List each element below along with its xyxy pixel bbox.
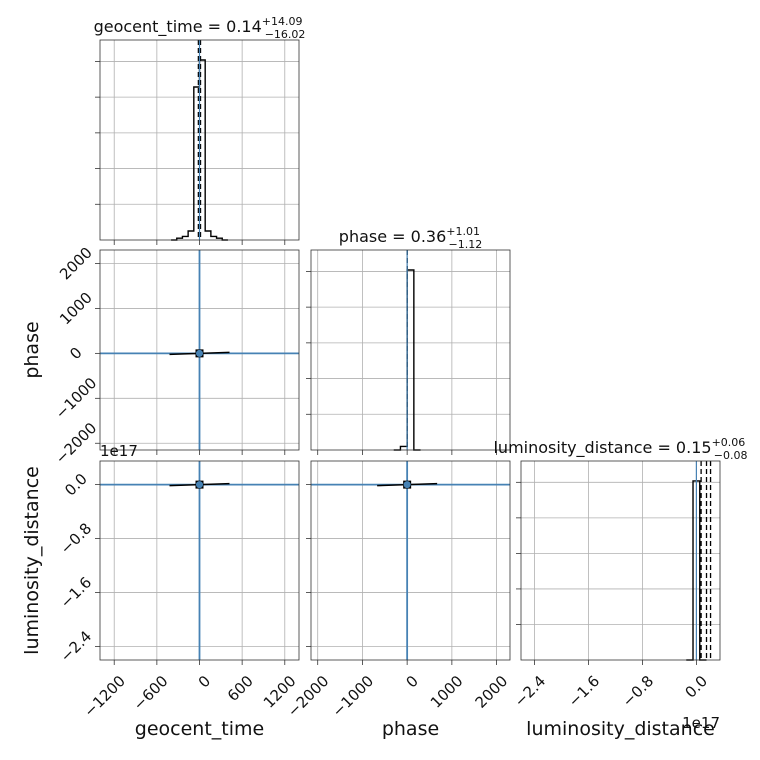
y-tick-label: 0.0 (61, 470, 91, 500)
x-tick-label: 1000 (427, 672, 467, 712)
y-axis-label-luminosity_distance: luminosity_distance (21, 466, 43, 655)
x-tick-label: −1200 (80, 672, 129, 721)
y-tick-label: −2.4 (57, 627, 95, 665)
y-tick-label: −2000 (52, 419, 101, 468)
x-tick-label: 600 (224, 672, 257, 705)
x-tick-label: −1.6 (565, 672, 603, 710)
panel-frame (310, 249, 511, 451)
y-tick-label: −0.8 (57, 519, 95, 557)
y-tick-label: −1.6 (57, 573, 95, 611)
x-tick-label: 0 (195, 672, 214, 691)
x-tick-label: −600 (130, 672, 172, 714)
panel-frame (310, 460, 511, 661)
hist-panel-phase: phase = 0.36+1.01 −1.12 (306, 225, 511, 455)
scatter-panel-geocent_time-vs-luminosity_distance: −1200 −600 0 600 1200−2.4−1.6−0.80.0 (57, 460, 300, 721)
y-tick-label: −1000 (52, 374, 101, 423)
panel-title: geocent_time = 0.14+14.09 −16.02 (94, 15, 306, 41)
panel-frame (99, 249, 300, 451)
x-axis-label-geocent_time: geocent_time (135, 718, 264, 740)
y-offset-text: 1e17 (100, 442, 138, 460)
panel-title: luminosity_distance = 0.15+0.06 −0.08 (493, 436, 747, 462)
x-tick-label: 0 (402, 672, 421, 691)
panel-frame (520, 460, 721, 661)
truth-marker (196, 481, 203, 489)
y-tick-label: 1000 (56, 289, 96, 329)
truth-marker (403, 481, 411, 489)
x-tick-label: −1000 (329, 672, 378, 721)
panel-frame (99, 39, 300, 241)
hist-panel-geocent_time: geocent_time = 0.14+14.09 −16.02 (94, 15, 306, 245)
x-tick-label: 0.0 (682, 672, 712, 702)
y-tick-label: 0 (66, 344, 85, 363)
hist-panel-luminosity_distance: −2.4 −1.6 −0.8 0.0 luminosity_distance = 0.1… (493, 436, 747, 711)
x-axis-label-luminosity_distance: luminosity_distance (526, 718, 715, 740)
x-tick-label: −2.4 (511, 672, 549, 710)
truth-marker (196, 349, 203, 357)
x-offset-text: 1e17 (682, 714, 720, 732)
x-axis-label-phase: phase (382, 718, 439, 740)
x-tick-label: 2000 (472, 672, 512, 712)
y-tick-label: 2000 (56, 244, 96, 284)
scatter-panel-geocent_time-vs-phase: −2000−1000 0 1000 2000 (52, 244, 300, 468)
y-axis-label-phase: phase (21, 321, 43, 378)
scatter-panel-phase-vs-luminosity_distance: −2000−1000 0 1000 2000 (284, 460, 512, 721)
panel-frame (99, 460, 300, 661)
x-tick-label: −0.8 (619, 672, 657, 710)
panel-title: phase = 0.36+1.01 −1.12 (339, 225, 482, 251)
